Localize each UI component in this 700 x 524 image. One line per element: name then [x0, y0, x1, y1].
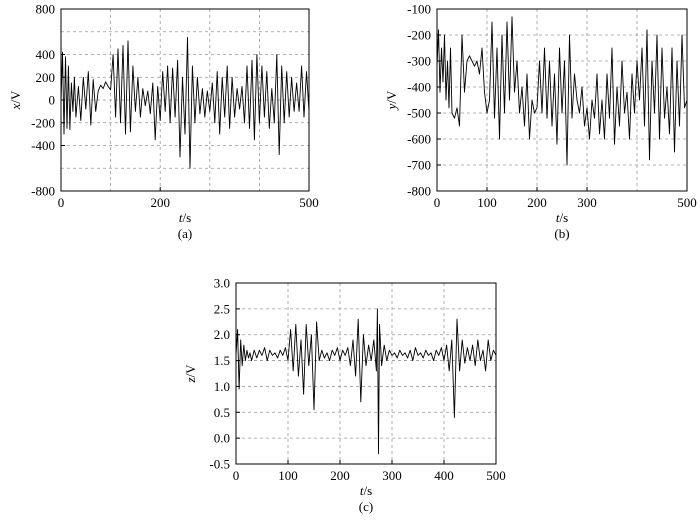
plot-frame — [235, 282, 497, 465]
y-tick-label: 800 — [36, 2, 56, 17]
y-tick-label: 0 — [49, 93, 56, 108]
y-axis-label: x/V — [8, 90, 23, 110]
x-tick-label: 0 — [434, 195, 441, 210]
x-axis-label: t/s — [179, 210, 191, 225]
series-line-c — [235, 308, 497, 455]
chart-panel-a: 0 200 500 -800 -400 -200 0 200 400 800 t/s x/V (a) — [8, 2, 319, 242]
y-tick-label: -200 — [31, 115, 55, 130]
y-axis-label: z/V — [183, 364, 198, 384]
x-tick-label: 300 — [577, 195, 597, 210]
chart-panel-b: 0 100 200 300 500 -800 -700 -600 -500 -400 -300 -20… — [384, 2, 697, 242]
chart-panel-c: 0 100 200 300 400 500 -0.5 0.0 0.5 1.0 1.5 2.0 2.5 3.… — [183, 276, 506, 515]
panel-label-c: (c) — [359, 499, 373, 514]
y-tick-label: 3.0 — [214, 276, 230, 291]
y-tick-label: -400 — [31, 138, 55, 153]
y-tick-label: 1.5 — [214, 353, 230, 368]
y-tick-label: -700 — [407, 158, 431, 173]
x-tick-label: 500 — [677, 195, 697, 210]
x-tick-label: 200 — [150, 195, 170, 210]
y-tick-label: -500 — [407, 106, 431, 121]
x-tick-label: 200 — [330, 468, 350, 483]
series-line-b — [436, 16, 688, 166]
y-tick-label: -800 — [31, 184, 55, 199]
x-tick-label: 100 — [278, 468, 298, 483]
y-tick-label: -600 — [407, 132, 431, 147]
y-tick-label: 2.0 — [214, 327, 230, 342]
y-tick-label: -200 — [407, 28, 431, 43]
y-tick-label: -300 — [407, 54, 431, 69]
x-tick-label: 400 — [434, 468, 454, 483]
y-axis-label: y/V — [384, 90, 399, 111]
y-tick-label: 400 — [36, 47, 56, 62]
x-tick-label: 500 — [299, 195, 319, 210]
x-tick-label: 200 — [527, 195, 547, 210]
y-tick-label: -100 — [407, 2, 431, 17]
x-tick-label: 0 — [233, 468, 240, 483]
x-tick-label: 300 — [382, 468, 402, 483]
y-tick-label: -0.5 — [209, 457, 230, 472]
y-tick-label: 200 — [36, 70, 56, 85]
panel-label-b: (b) — [554, 226, 569, 241]
x-tick-label: 0 — [58, 195, 65, 210]
y-tick-label: 0.5 — [214, 405, 230, 420]
y-tick-label: 1.0 — [214, 379, 230, 394]
y-tick-label: 2.5 — [214, 301, 230, 316]
panel-label-a: (a) — [178, 226, 192, 241]
plot-frame — [436, 8, 688, 192]
x-tick-label: 100 — [477, 195, 497, 210]
y-tick-label: 0.0 — [214, 431, 230, 446]
y-tick-label: -800 — [407, 184, 431, 199]
x-tick-label: 500 — [486, 468, 506, 483]
series-line-a — [60, 36, 310, 169]
x-axis-label: t/s — [360, 483, 372, 498]
y-tick-label: -400 — [407, 80, 431, 95]
x-axis-label: t/s — [556, 210, 568, 225]
